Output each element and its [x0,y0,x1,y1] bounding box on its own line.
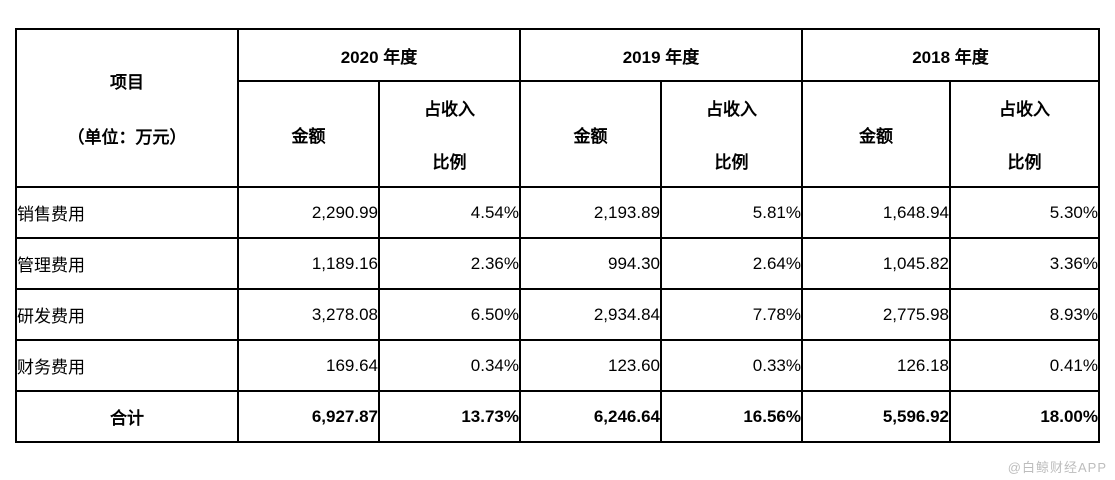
amount-cell: 1,045.82 [801,237,951,290]
amount-header: 金额 [237,80,380,188]
row-label: 研发费用 [15,288,239,341]
ratio-header-line2: 比例 [432,153,467,172]
amount-cell: 169.64 [237,339,380,392]
year-header-2018: 2018 年度 [801,28,1100,82]
ratio-cell: 4.54% [378,186,521,239]
ratio-header: 占收入 比例 [660,80,803,188]
item-header-title: 项目 [110,73,144,92]
amount-header: 金额 [519,80,662,188]
row-label: 销售费用 [15,186,239,239]
item-header-unit: （单位：万元） [67,128,187,147]
table-row: 财务费用 169.64 0.34% 123.60 0.33% 126.18 0.41% [15,339,1100,392]
ratio-header-line2: 比例 [1007,153,1042,172]
table-row: 研发费用 3,278.08 6.50% 2,934.84 7.78% 2,775.98 8.… [15,288,1100,341]
amount-cell: 994.30 [519,237,662,290]
table-row: 销售费用 2,290.99 4.54% 2,193.89 5.81% 1,648.94 5.… [15,186,1100,239]
year-header-2020: 2020 年度 [237,28,521,82]
amount-cell: 5,596.92 [801,390,951,443]
ratio-cell: 2.64% [660,237,803,290]
ratio-cell: 0.41% [949,339,1100,392]
table-row: 管理费用 1,189.16 2.36% 994.30 2.64% 1,045.82 3.36… [15,237,1100,290]
ratio-cell: 3.36% [949,237,1100,290]
header-year-row: 项目 （单位：万元） 2020 年度 2019 年度 2018 年度 [15,28,1100,188]
ratio-cell: 2.36% [378,237,521,290]
ratio-header-line1: 占收入 [706,100,757,119]
item-header-cell: 项目 （单位：万元） [15,28,239,188]
amount-cell: 123.60 [519,339,662,392]
amount-cell: 6,927.87 [237,390,380,443]
ratio-cell: 5.30% [949,186,1100,239]
table-row: 合计 6,927.87 13.73% 6,246.64 16.56% 5,596.92 18… [15,390,1100,443]
amount-cell: 2,290.99 [237,186,380,239]
amount-cell: 2,193.89 [519,186,662,239]
ratio-cell: 7.78% [660,288,803,341]
expense-table: 项目 （单位：万元） 2020 年度 2019 年度 2018 年度 金额 占收… [15,28,1100,443]
ratio-cell: 16.56% [660,390,803,443]
amount-cell: 126.18 [801,339,951,392]
row-label: 合计 [15,390,239,443]
ratio-cell: 18.00% [949,390,1100,443]
ratio-header-line2: 比例 [714,153,749,172]
ratio-cell: 13.73% [378,390,521,443]
ratio-header-line1: 占收入 [424,100,475,119]
row-label: 财务费用 [15,339,239,392]
ratio-cell: 0.33% [660,339,803,392]
amount-cell: 2,934.84 [519,288,662,341]
amount-cell: 6,246.64 [519,390,662,443]
ratio-header: 占收入 比例 [949,80,1100,188]
amount-header: 金额 [801,80,951,188]
amount-cell: 1,648.94 [801,186,951,239]
row-label: 管理费用 [15,237,239,290]
ratio-cell: 6.50% [378,288,521,341]
ratio-header: 占收入 比例 [378,80,521,188]
table-body: 销售费用 2,290.99 4.54% 2,193.89 5.81% 1,648.94 5.… [15,186,1100,443]
year-header-2019: 2019 年度 [519,28,803,82]
ratio-cell: 5.81% [660,186,803,239]
ratio-cell: 0.34% [378,339,521,392]
amount-cell: 3,278.08 [237,288,380,341]
ratio-header-line1: 占收入 [999,100,1050,119]
amount-cell: 1,189.16 [237,237,380,290]
amount-cell: 2,775.98 [801,288,951,341]
watermark: @白鲸财经APP [1007,460,1107,475]
ratio-cell: 8.93% [949,288,1100,341]
header-sub-row: 金额 占收入 比例 金额 占收入 比例 金额 占收入 比例 [16,80,1100,188]
